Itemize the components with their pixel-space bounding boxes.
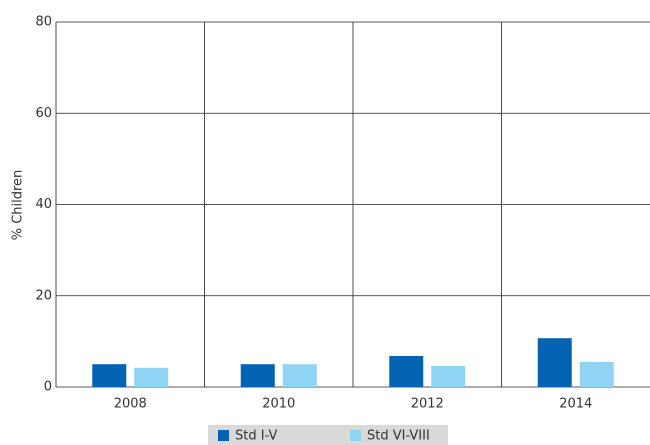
legend-label: Std I-V	[235, 429, 277, 444]
y-tick-label: 80	[35, 15, 52, 30]
bar	[579, 361, 614, 387]
bar	[282, 364, 317, 387]
bar	[134, 367, 169, 387]
bar	[240, 364, 275, 387]
legend-swatch	[218, 430, 229, 441]
legend-swatch	[350, 430, 361, 441]
y-axis-label: % Children	[11, 170, 26, 241]
y-tick-label: 40	[35, 197, 52, 212]
bar	[92, 364, 127, 387]
bar	[537, 338, 572, 387]
y-tick-label: 20	[35, 288, 52, 303]
bar	[431, 366, 466, 387]
x-tick-label: 2012	[411, 397, 444, 412]
y-tick-label: 0	[44, 380, 52, 395]
legend-box	[208, 425, 448, 445]
bar	[389, 355, 424, 387]
x-tick-label: 2008	[114, 397, 147, 412]
legend-label: Std VI-VIII	[367, 429, 430, 444]
x-tick-label: 2014	[559, 397, 592, 412]
y-tick-label: 60	[35, 106, 52, 121]
x-tick-label: 2010	[262, 397, 295, 412]
